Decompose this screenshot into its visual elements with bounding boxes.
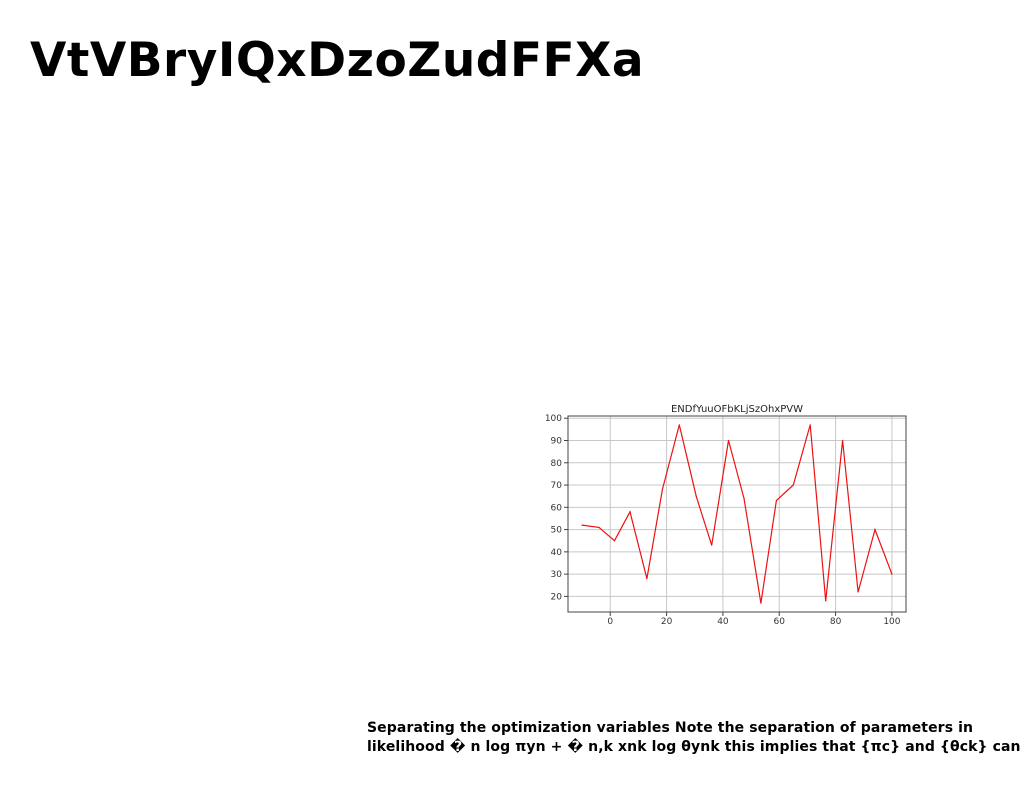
data-point <box>874 528 876 531</box>
y-tick-label: 60 <box>551 503 563 513</box>
caption-line-1: Separating the optimization variables No… <box>367 720 974 736</box>
y-tick-label: 70 <box>551 481 563 491</box>
data-point <box>711 544 713 546</box>
chart-svg: ENDfYuuOFbKLjSzOhxPVW 20 30 40 50 60 70 80 90 10… <box>545 404 907 627</box>
chart-grid <box>568 416 906 612</box>
y-tick-label: 20 <box>551 592 563 602</box>
chart-series <box>581 424 893 604</box>
x-tick-label: 60 <box>774 617 786 627</box>
y-tick-label: 40 <box>551 548 563 558</box>
chart-title: ENDfYuuOFbKLjSzOhxPVW <box>671 404 803 415</box>
data-point <box>842 439 844 442</box>
y-tick-label: 50 <box>551 526 563 536</box>
data-point <box>727 439 730 442</box>
data-point <box>792 484 794 486</box>
data-point <box>857 591 859 593</box>
data-point <box>809 424 811 426</box>
y-axis: 20 30 40 50 60 70 80 90 100 <box>545 414 568 602</box>
x-tick-label: 0 <box>607 617 613 627</box>
x-tick-label: 80 <box>830 617 842 627</box>
data-point <box>613 540 616 542</box>
data-point <box>598 526 600 528</box>
data-point <box>825 600 827 602</box>
data-point <box>661 488 663 491</box>
y-tick-label: 90 <box>551 437 563 447</box>
plot-frame <box>567 415 907 613</box>
data-point <box>891 573 893 575</box>
data-point <box>695 495 697 497</box>
y-tick-label: 100 <box>545 414 562 424</box>
data-point <box>775 500 778 502</box>
x-tick-label: 100 <box>883 617 900 627</box>
x-axis: 0 20 40 60 80 100 <box>607 612 901 627</box>
page-title: VtVBryIQxDzoZudFFXa <box>30 33 645 88</box>
series-line-1 <box>582 424 893 604</box>
data-point <box>743 497 745 500</box>
data-point <box>581 524 583 526</box>
caption-text: Separating the optimization variables No… <box>367 719 1021 757</box>
y-tick-label: 30 <box>551 570 563 580</box>
caption-line-2: likelihood � n log πyn + � n,k xnk log θ… <box>367 739 1021 755</box>
x-tick-label: 40 <box>717 617 729 627</box>
data-point <box>678 424 680 426</box>
data-point <box>760 602 762 604</box>
data-point <box>646 577 648 580</box>
y-tick-label: 80 <box>551 459 563 469</box>
x-tick-label: 20 <box>661 617 673 627</box>
line-chart: ENDfYuuOFbKLjSzOhxPVW 20 30 40 50 60 70 80 90 10… <box>532 400 912 630</box>
data-point <box>629 511 631 513</box>
